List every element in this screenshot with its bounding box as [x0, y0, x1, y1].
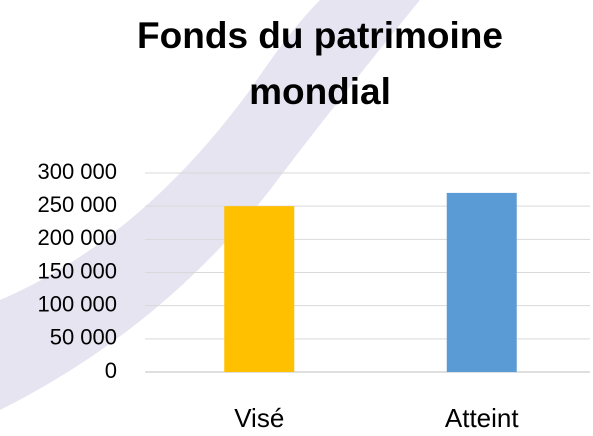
bar — [224, 206, 295, 372]
background-swoosh — [0, 0, 420, 410]
y-tick-label: 250 000 — [37, 192, 117, 217]
chart-title: Fonds du patrimoine mondial — [137, 15, 503, 112]
y-tick-label: 100 000 — [37, 291, 117, 316]
y-tick-label: 150 000 — [37, 258, 117, 283]
y-tick-label: 300 000 — [37, 159, 117, 184]
x-tick-label: Visé — [234, 403, 284, 433]
y-tick-label: 50 000 — [50, 325, 117, 350]
x-tick-label: Atteint — [445, 403, 519, 433]
bar — [446, 192, 517, 372]
y-tick-label: 0 — [105, 358, 117, 383]
y-tick-label: 200 000 — [37, 225, 117, 250]
